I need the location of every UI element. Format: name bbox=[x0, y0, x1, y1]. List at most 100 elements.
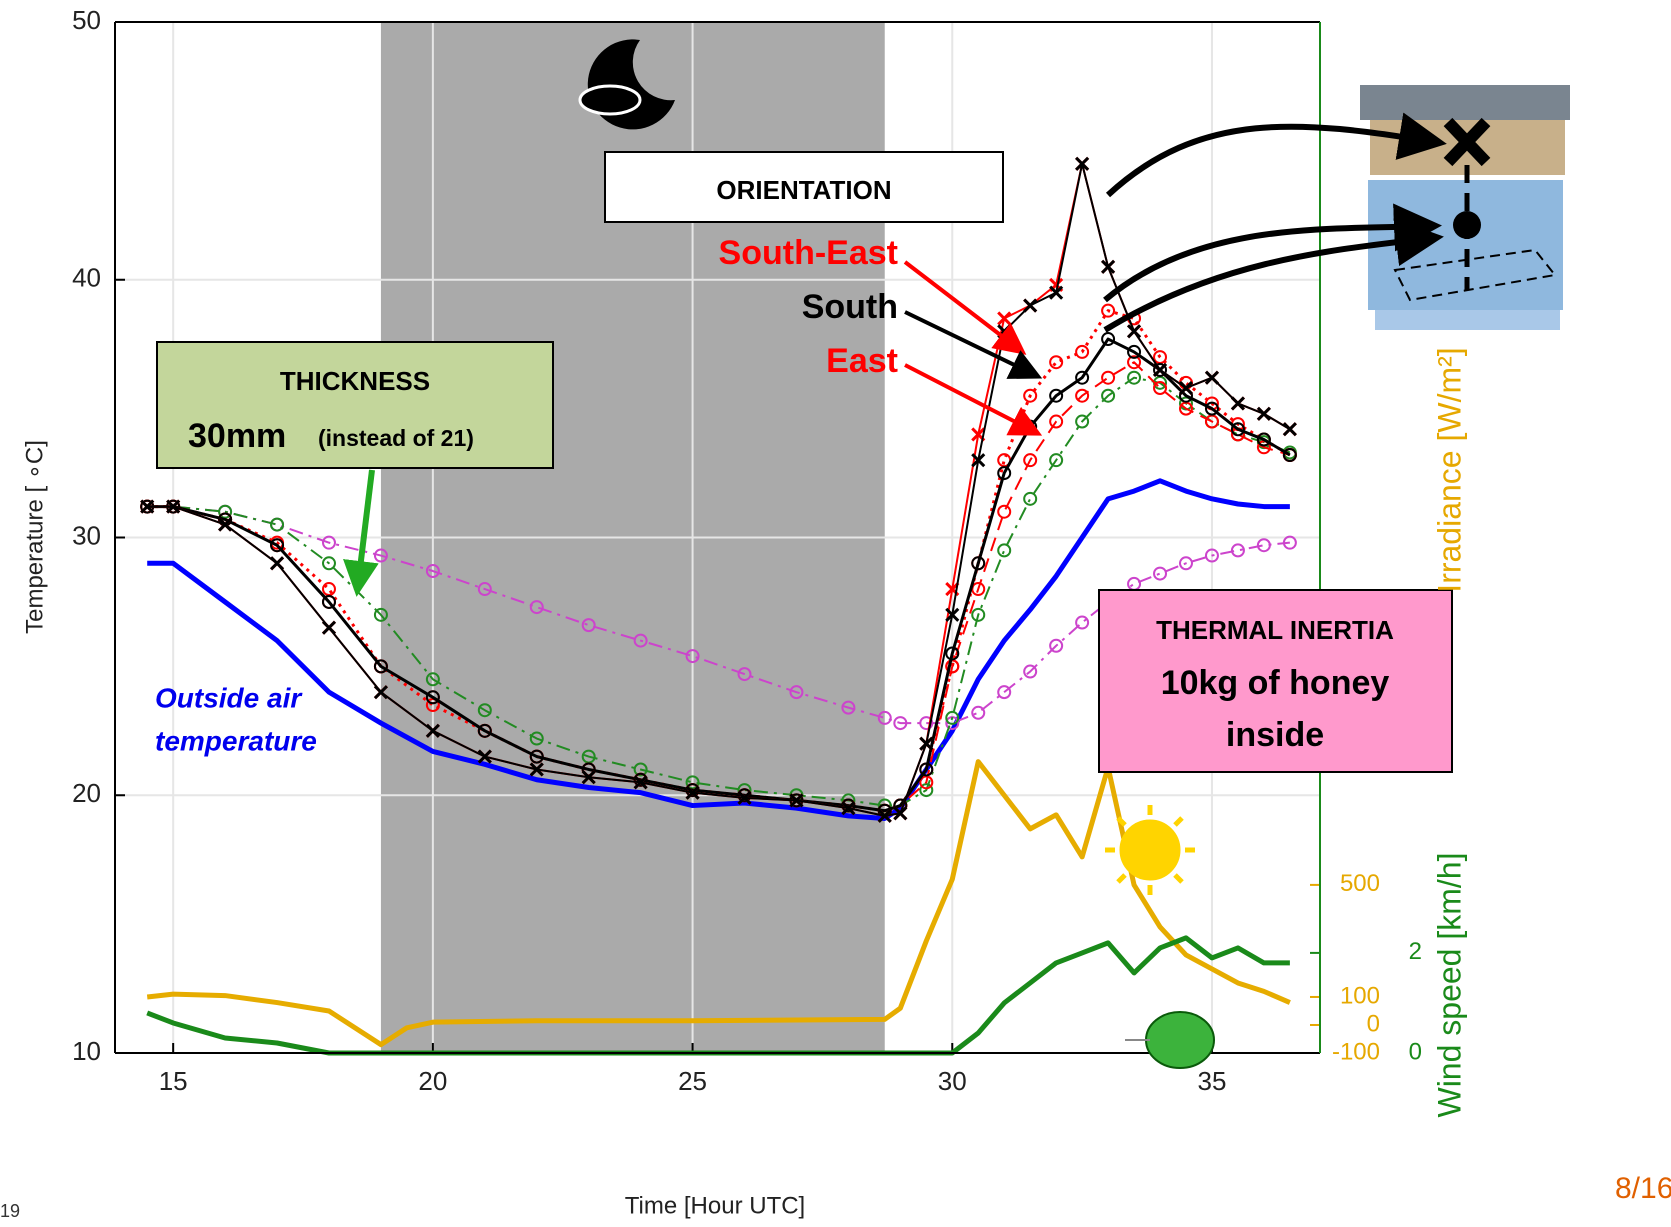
series-line bbox=[147, 376, 1291, 807]
wind-icon bbox=[1125, 1011, 1215, 1069]
arrow bbox=[904, 310, 1043, 379]
marker bbox=[945, 607, 960, 622]
arrow bbox=[343, 469, 379, 597]
marker bbox=[270, 517, 285, 532]
marker bbox=[166, 499, 181, 514]
marker bbox=[373, 685, 388, 700]
y-tick-label: 10 bbox=[72, 1036, 101, 1066]
marker bbox=[1101, 370, 1116, 385]
series-line bbox=[146, 759, 1291, 1048]
marker bbox=[529, 731, 544, 746]
y-tick-label: 30 bbox=[72, 520, 101, 550]
marker bbox=[877, 808, 892, 823]
x-tick-label: 30 bbox=[938, 1066, 967, 1096]
annotation: inside bbox=[1226, 716, 1324, 754]
marker bbox=[1049, 414, 1064, 429]
marker bbox=[789, 793, 804, 808]
marker bbox=[919, 762, 934, 777]
marker bbox=[1230, 543, 1245, 558]
arrow bbox=[1103, 218, 1444, 333]
marker bbox=[633, 633, 648, 648]
y2-tick-label: 100 bbox=[1340, 982, 1380, 1009]
y3-tick-label: 2 bbox=[1409, 938, 1422, 965]
marker bbox=[1023, 664, 1038, 679]
marker bbox=[1127, 344, 1142, 359]
marker bbox=[1101, 259, 1116, 274]
marker bbox=[997, 685, 1012, 700]
arrow bbox=[904, 363, 1043, 436]
marker bbox=[919, 736, 934, 751]
annotation: 10kg of honey bbox=[1161, 664, 1390, 702]
marker bbox=[945, 710, 960, 725]
marker bbox=[1049, 388, 1064, 403]
marker bbox=[581, 770, 596, 785]
marker bbox=[1075, 370, 1090, 385]
marker bbox=[529, 762, 544, 777]
annotation: South bbox=[802, 288, 898, 326]
marker bbox=[529, 600, 544, 615]
marker bbox=[877, 710, 892, 725]
marker bbox=[971, 453, 986, 468]
marker bbox=[1230, 422, 1245, 437]
x-tick-label: 15 bbox=[159, 1066, 188, 1096]
annotation: temperature bbox=[155, 725, 317, 756]
page-number: 8/16 bbox=[1615, 1172, 1671, 1205]
arrow bbox=[1103, 203, 1442, 303]
marker bbox=[477, 749, 492, 764]
arrow bbox=[903, 260, 1027, 355]
marker bbox=[1153, 381, 1168, 396]
marker bbox=[218, 504, 233, 519]
marker bbox=[633, 775, 648, 790]
y-tick-label: 40 bbox=[72, 263, 101, 293]
marker bbox=[685, 785, 700, 800]
x-tick-label: 35 bbox=[1198, 1066, 1227, 1096]
marker bbox=[425, 690, 440, 705]
marker bbox=[477, 703, 492, 718]
marker bbox=[1282, 448, 1297, 463]
annotation: (instead of 21) bbox=[318, 425, 474, 451]
sun-icon bbox=[1105, 805, 1195, 895]
marker bbox=[737, 790, 752, 805]
marker bbox=[1075, 414, 1090, 429]
annotation: South-East bbox=[719, 234, 898, 272]
marker bbox=[997, 466, 1012, 481]
marker bbox=[1204, 548, 1219, 563]
series-line bbox=[147, 478, 1290, 821]
marker bbox=[1282, 422, 1297, 437]
x-tick-label: 25 bbox=[678, 1066, 707, 1096]
marker bbox=[1152, 362, 1168, 378]
moon-icon bbox=[578, 39, 675, 130]
marker bbox=[1075, 344, 1090, 359]
annotation-box bbox=[156, 341, 554, 469]
marker bbox=[140, 499, 155, 514]
marker bbox=[1049, 285, 1064, 300]
marker bbox=[971, 556, 986, 571]
marker bbox=[997, 504, 1012, 519]
marker bbox=[841, 801, 856, 816]
marker bbox=[685, 783, 700, 798]
marker bbox=[1101, 332, 1116, 347]
arrow bbox=[1105, 112, 1447, 198]
marker bbox=[1101, 388, 1116, 403]
marker bbox=[321, 594, 336, 609]
annotation: ORIENTATION bbox=[716, 175, 891, 205]
marker bbox=[685, 649, 700, 664]
marker bbox=[1256, 538, 1271, 553]
page-number: 19 bbox=[0, 1201, 20, 1221]
marker bbox=[841, 798, 856, 813]
marker bbox=[893, 716, 908, 731]
marker bbox=[1075, 388, 1090, 403]
beehive-icon bbox=[1360, 85, 1570, 330]
marker bbox=[1075, 156, 1090, 171]
annotation: East bbox=[826, 342, 898, 380]
marker bbox=[373, 607, 388, 622]
marker bbox=[1127, 370, 1142, 385]
marker bbox=[945, 646, 960, 661]
marker bbox=[1230, 396, 1246, 411]
y2-tick-label: -100 bbox=[1332, 1038, 1380, 1065]
marker bbox=[893, 806, 908, 821]
marker bbox=[529, 749, 544, 764]
marker bbox=[1023, 388, 1038, 403]
marker bbox=[919, 783, 934, 798]
